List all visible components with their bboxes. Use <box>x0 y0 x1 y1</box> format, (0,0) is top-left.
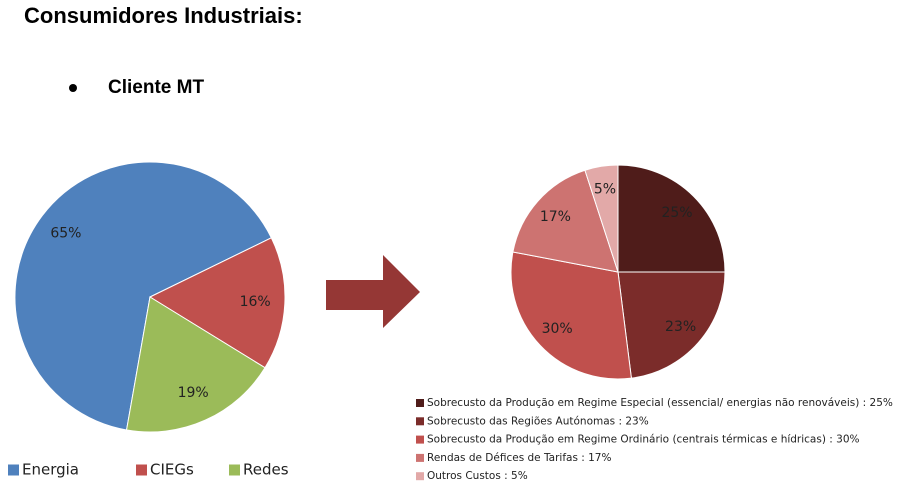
pie-slice <box>584 164 619 273</box>
legend-swatch <box>8 464 19 476</box>
pie-slice <box>125 296 266 433</box>
slice-label: 65% <box>50 226 81 242</box>
slice-label: 5% <box>594 182 616 198</box>
arrow <box>326 255 420 328</box>
pie-slice <box>510 251 632 380</box>
legend-swatch <box>416 399 424 407</box>
slice-label: 30% <box>542 321 573 337</box>
legend-label: Sobrecusto da Produção em Regime Ordinár… <box>427 434 860 446</box>
legend-label: Energia <box>22 461 79 479</box>
pie-slice <box>148 237 286 369</box>
legend-label: CIEGs <box>150 461 194 479</box>
pie-slice <box>617 164 726 273</box>
slice-label: 17% <box>540 209 571 225</box>
slice-label: 23% <box>665 319 696 335</box>
legend-swatch <box>136 464 147 476</box>
pie-slice <box>14 161 273 431</box>
legend-label: Redes <box>243 461 289 479</box>
legend-swatch <box>416 435 424 444</box>
legend-swatch <box>416 453 424 462</box>
slice-label: 25% <box>661 205 692 221</box>
legend-label: Outros Custos : 5% <box>427 470 528 482</box>
legend-label: Rendas de Défices de Tarifas : 17% <box>427 452 611 464</box>
legend-swatch <box>416 417 424 426</box>
slide-title: Consumidores Industriais: <box>24 3 303 28</box>
legend-label: Sobrecusto das Regiões Autónomas : 23% <box>427 415 649 427</box>
bullet-text: Cliente MT <box>108 77 204 98</box>
legend-label: Sobrecusto da Produção em Regime Especia… <box>427 397 893 409</box>
slice-label: 16% <box>240 294 271 310</box>
pie-slice <box>512 169 619 273</box>
bullet-dot <box>69 84 77 92</box>
legend-swatch <box>229 464 240 476</box>
legend-swatch <box>416 472 424 481</box>
slice-label: 19% <box>178 385 209 401</box>
pie-slice <box>617 271 726 379</box>
